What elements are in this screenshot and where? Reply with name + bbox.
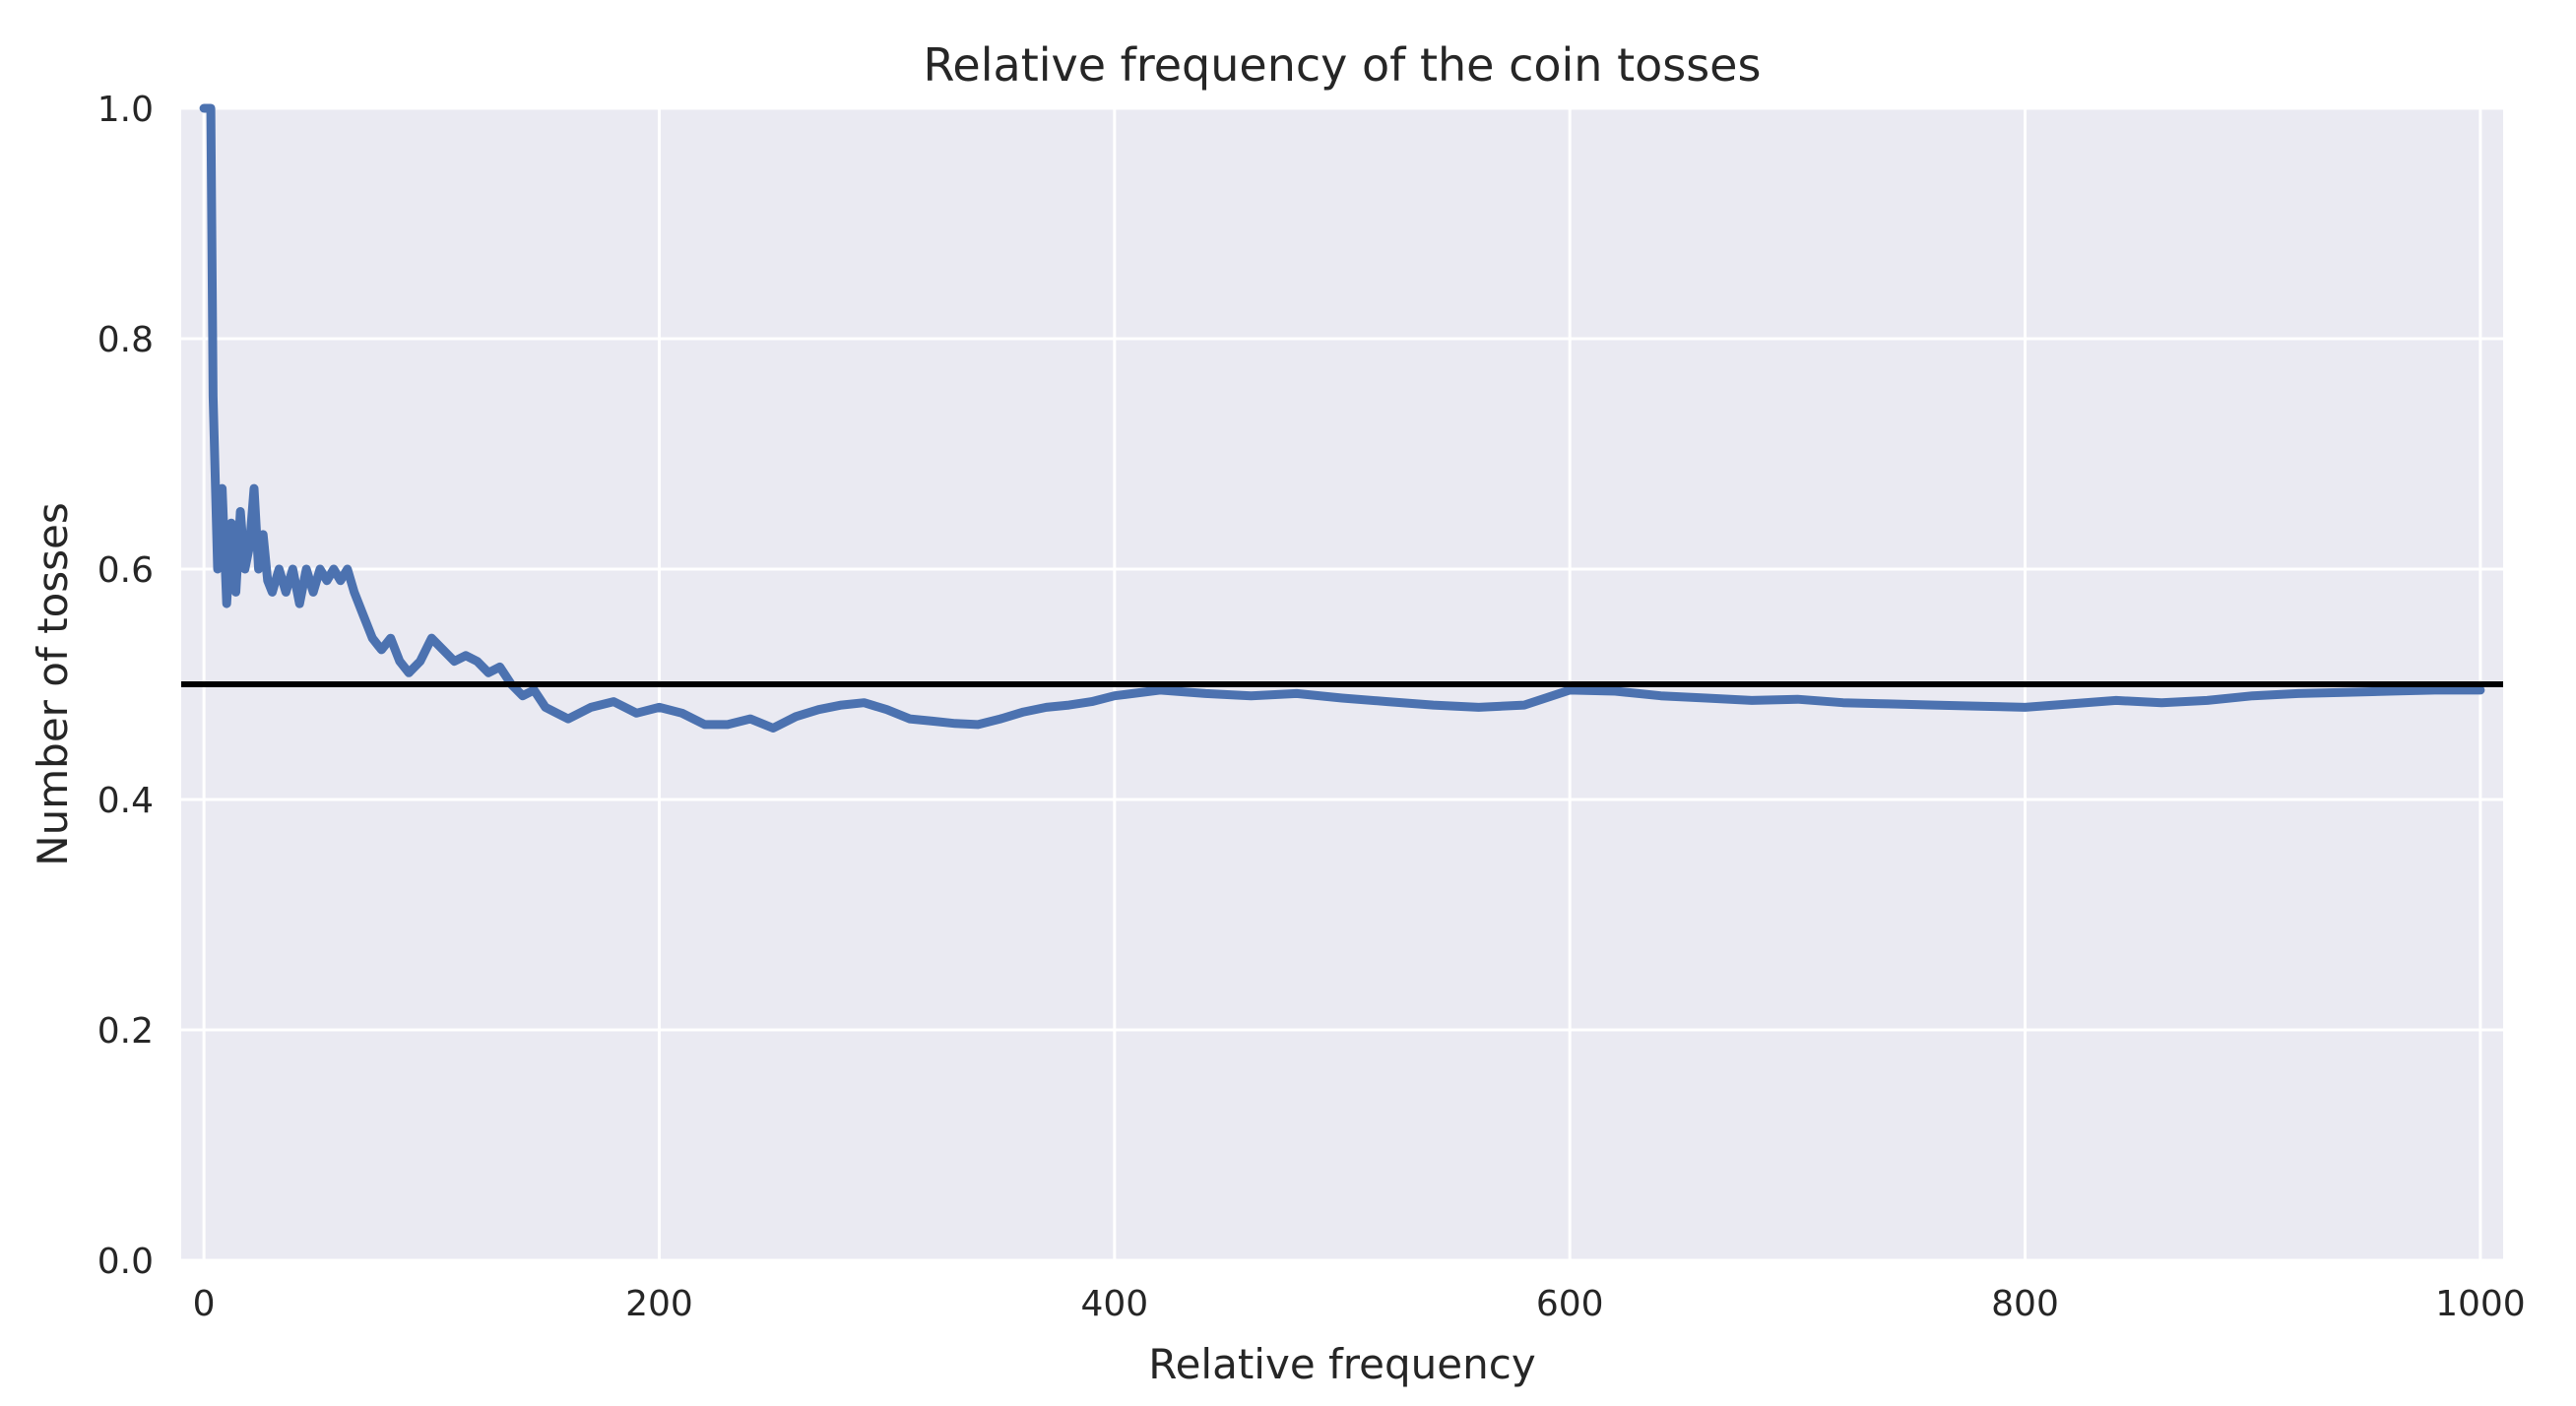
marks: [181, 103, 2503, 733]
x-axis-title: Relative frequency: [1148, 1340, 1535, 1388]
x-tick-label: 800: [1991, 1284, 2059, 1324]
y-tick-label: 1.0: [97, 90, 154, 130]
x-tick-labels: 0 200 400 600 800 1000: [193, 1284, 2526, 1324]
y-tick-labels: 0.0 0.2 0.4 0.6 0.8 1.0: [97, 90, 154, 1282]
x-tick-label: 400: [1080, 1284, 1148, 1324]
y-tick-label: 0.0: [97, 1242, 154, 1282]
x-tick-label: 600: [1536, 1284, 1604, 1324]
chart-title: Relative frequency of the coin tosses: [924, 38, 1762, 92]
series-line: [199, 103, 2485, 733]
y-tick-label: 0.8: [97, 320, 154, 360]
y-axis-title: Number of tosses: [29, 502, 77, 866]
y-tick-label: 0.6: [97, 550, 154, 591]
y-tick-label: 0.4: [97, 781, 154, 821]
x-tick-label: 1000: [2435, 1284, 2526, 1324]
x-tick-label: 0: [193, 1284, 216, 1324]
x-tick-label: 200: [625, 1284, 693, 1324]
y-tick-label: 0.2: [97, 1011, 154, 1052]
